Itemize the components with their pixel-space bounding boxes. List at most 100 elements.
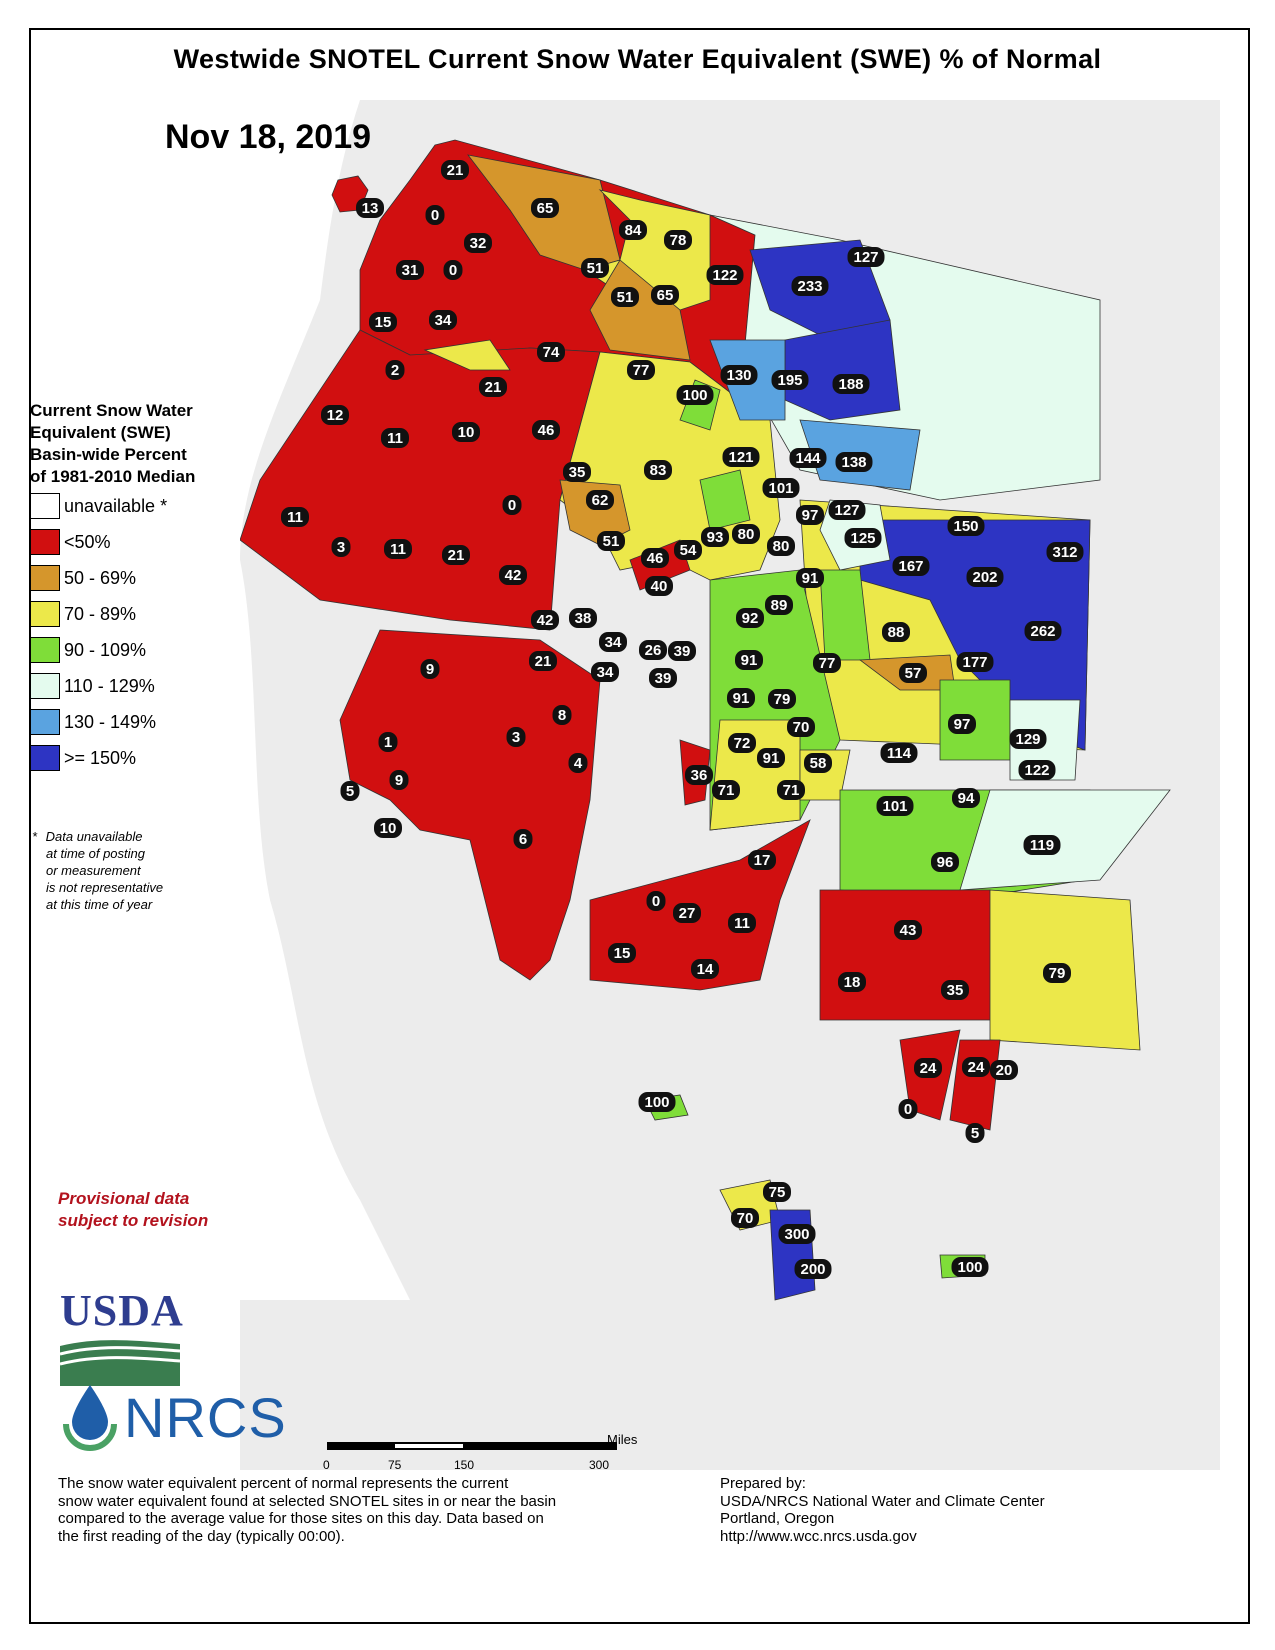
basin-value-label: 177	[956, 652, 994, 672]
basin-value-text: 84	[625, 222, 642, 239]
basin-value-label: 4	[568, 753, 588, 773]
scale-tick: 300	[589, 1458, 610, 1472]
basin-value-text: 15	[375, 314, 392, 331]
basin-value-badge	[813, 653, 841, 673]
basin-value-label: 100	[638, 1092, 676, 1112]
basin-value-text: 1	[384, 734, 392, 751]
legend-swatch	[30, 601, 60, 627]
basin-value-badge	[768, 689, 796, 709]
basin-value-text: 150	[953, 518, 978, 535]
basin-value-badge	[569, 608, 597, 628]
basin-value-badge	[914, 1058, 942, 1078]
basin-value-badge	[420, 659, 440, 679]
basin-value-badge	[789, 448, 827, 468]
basin-value-badge	[281, 507, 309, 527]
basin-value-label: 21	[529, 651, 557, 671]
basin-value-badge	[778, 1224, 816, 1244]
basin-value-badge	[765, 595, 793, 615]
basin-value-text: 0	[508, 497, 516, 514]
basin-value-label: 27	[673, 903, 701, 923]
basin-value-text: 0	[904, 1101, 912, 1118]
basin-value-badge	[828, 500, 866, 520]
basin-value-label: 96	[931, 852, 959, 872]
basin-value-text: 77	[819, 655, 836, 672]
basin-value-label: 3	[506, 727, 526, 747]
basin-value-badge	[673, 903, 701, 923]
description-line: snow water equivalent found at selected …	[58, 1492, 557, 1510]
basin-value-label: 35	[563, 462, 591, 482]
basin-value-badge	[452, 422, 480, 442]
legend-title-line: of 1981-2010 Median	[30, 467, 196, 486]
basin-value-label: 84	[619, 220, 647, 240]
basin-value-label: 36	[685, 765, 713, 785]
basin-value-label: 35	[941, 980, 969, 1000]
basin-value-badge	[882, 622, 910, 642]
basin-value-label: 195	[771, 370, 809, 390]
basin-value-label: 21	[479, 377, 507, 397]
basin-value-label: 88	[882, 622, 910, 642]
usda-logo: USDA	[59, 1285, 184, 1391]
basin-value-badge	[537, 342, 565, 362]
basin-value-text: 91	[802, 570, 819, 587]
scale-bar-graphic	[327, 1442, 617, 1450]
basin-value-badge	[876, 796, 914, 816]
basin-value-badge	[720, 365, 758, 385]
basin-value-badge	[1024, 621, 1062, 641]
basin-value-badge	[627, 360, 655, 380]
basin-value-badge	[646, 891, 666, 911]
basin-value-text: 101	[882, 798, 907, 815]
basin-value-label: 1	[378, 732, 398, 752]
basin-value-text: 51	[617, 289, 634, 306]
scale-tick: 0	[323, 1458, 330, 1472]
legend-label: <50%	[64, 531, 111, 552]
basin-value-label: 8	[552, 705, 572, 725]
footnote-line: is not representative	[46, 880, 164, 895]
usda-logo-text: USDA	[60, 1286, 184, 1335]
basin-value-text: 144	[795, 450, 821, 467]
basin-value-badge	[479, 377, 507, 397]
basin-value-text: 100	[682, 387, 707, 404]
basin-value-label: 97	[948, 714, 976, 734]
legend-label: 130 - 149%	[64, 711, 157, 732]
basin-value-text: 3	[512, 729, 520, 746]
basin-value-text: 8	[558, 707, 566, 724]
basin-value-label: 11	[381, 428, 409, 448]
basin-value-label: 83	[644, 460, 672, 480]
basin-value-badge	[796, 505, 824, 525]
basin-value-label: 15	[608, 943, 636, 963]
basin-value-badge	[608, 943, 636, 963]
basin-value-badge	[611, 287, 639, 307]
co-teal-basin	[959, 789, 1171, 891]
basin-value-label: 74	[537, 342, 565, 362]
ocean	[240, 100, 360, 560]
idaho-green-basin	[699, 469, 751, 531]
basin-value-text: 94	[958, 790, 975, 807]
basin-value-text: 71	[718, 782, 735, 799]
basin-value-label: 14	[691, 959, 719, 979]
basin-value-label: 34	[429, 310, 457, 330]
basin-value-badge	[777, 780, 805, 800]
basin-value-badge	[880, 743, 918, 763]
basin-value-label: 24	[914, 1058, 942, 1078]
basin-value-badge	[443, 260, 463, 280]
basin-value-label: 34	[591, 662, 619, 682]
basin-value-badge	[385, 360, 405, 380]
basin-value-label: 202	[966, 567, 1004, 587]
basin-value-label: 17	[748, 850, 776, 870]
basin-value-badge	[832, 374, 870, 394]
legend-swatch	[30, 709, 60, 735]
basin-value-text: 15	[614, 945, 631, 962]
basin-value-label: 24	[962, 1057, 990, 1077]
basin-value-text: 0	[652, 893, 660, 910]
footnote: * Data unavailable at time of posting or…	[32, 828, 232, 913]
legend-item: 90 - 109%	[30, 632, 250, 668]
basin-value-badge	[552, 705, 572, 725]
basin-value-badge	[951, 1257, 989, 1277]
basin-value-badge	[638, 1092, 676, 1112]
basin-value-badge	[952, 788, 980, 808]
az-blue-basin	[769, 1209, 816, 1301]
basin-value-text: 92	[742, 610, 759, 627]
basin-value-text: 42	[537, 612, 554, 629]
basin-value-text: 125	[850, 530, 875, 547]
basin-value-label: 58	[804, 753, 832, 773]
